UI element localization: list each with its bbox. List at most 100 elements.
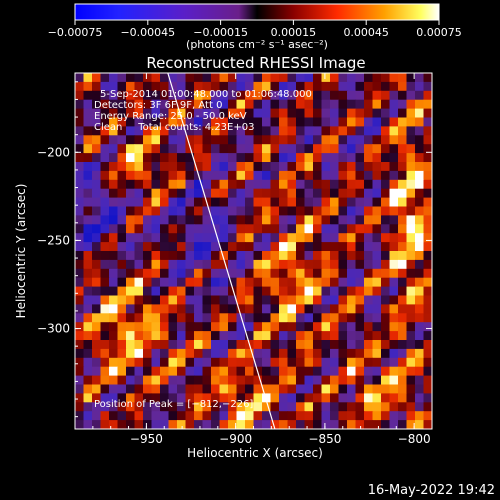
heatmap-pixel xyxy=(389,188,399,199)
heatmap-pixel xyxy=(194,162,204,172)
heatmap-pixel xyxy=(347,384,357,394)
heatmap-pixel xyxy=(304,340,314,350)
heatmap-pixel xyxy=(381,277,391,288)
heatmap-pixel xyxy=(109,375,119,386)
heatmap-pixel xyxy=(75,304,85,314)
heatmap-pixel xyxy=(389,170,399,181)
heatmap-pixel xyxy=(92,99,102,110)
heatmap-pixel xyxy=(126,375,136,386)
heatmap-pixel xyxy=(389,295,399,305)
heatmap-pixel xyxy=(168,322,178,332)
heatmap-pixel xyxy=(372,313,382,323)
heatmap-pixel xyxy=(92,233,102,243)
heatmap-pixel xyxy=(321,108,331,119)
heatmap-pixel xyxy=(355,73,365,83)
heatmap-pixel xyxy=(372,242,382,252)
heatmap-pixel xyxy=(151,170,161,181)
heatmap-pixel xyxy=(236,251,246,261)
heatmap-pixel xyxy=(194,402,204,412)
heatmap-pixel xyxy=(236,331,246,341)
heatmap-pixel xyxy=(381,393,391,403)
heatmap-pixel xyxy=(296,322,306,332)
heatmap-pixel xyxy=(75,179,85,190)
heatmap-pixel xyxy=(168,384,178,394)
heatmap-pixel xyxy=(228,153,238,163)
heatmap-pixel xyxy=(160,108,170,119)
heatmap-pixel xyxy=(109,144,119,154)
heatmap-pixel xyxy=(219,197,229,208)
heatmap-pixel xyxy=(228,393,238,403)
heatmap-pixel xyxy=(347,242,357,252)
heatmap-pixel xyxy=(398,188,408,199)
heatmap-pixel xyxy=(355,126,365,136)
heatmap-pixel xyxy=(287,304,297,314)
heatmap-pixel xyxy=(202,135,212,145)
heatmap-pixel xyxy=(406,224,416,234)
heatmap-pixel xyxy=(194,348,204,359)
heatmap-pixel xyxy=(126,188,136,199)
heatmap-pixel xyxy=(253,135,263,145)
heatmap-pixel xyxy=(126,259,136,270)
heatmap-pixel xyxy=(117,304,127,314)
heatmap-pixel xyxy=(381,322,391,332)
heatmap-pixel xyxy=(398,90,408,101)
heatmap-pixel xyxy=(109,153,119,163)
heatmap-pixel xyxy=(355,117,365,127)
heatmap-pixel xyxy=(253,81,263,92)
heatmap-pixel xyxy=(355,81,365,92)
heatmap-pixel xyxy=(287,268,297,279)
heatmap-pixel xyxy=(185,224,195,234)
heatmap-pixel xyxy=(313,126,323,136)
heatmap-pixel xyxy=(321,99,331,110)
heatmap-pixel xyxy=(270,277,280,288)
heatmap-pixel xyxy=(279,375,289,386)
heatmap-pixel xyxy=(296,179,306,190)
heatmap-pixel xyxy=(381,117,391,127)
heatmap-pixel xyxy=(270,90,280,101)
heatmap-pixel xyxy=(279,357,289,368)
heatmap-pixel xyxy=(262,295,272,305)
heatmap-pixel xyxy=(177,135,187,145)
heatmap-pixel xyxy=(330,73,340,83)
heatmap-pixel xyxy=(338,233,348,243)
heatmap-pixel xyxy=(185,331,195,341)
heatmap-pixel xyxy=(202,402,212,412)
heatmap-pixel xyxy=(168,215,178,225)
heatmap-image xyxy=(75,73,432,429)
heatmap-pixel xyxy=(372,224,382,234)
heatmap-pixel xyxy=(321,206,331,216)
heatmap-pixel xyxy=(330,286,340,297)
heatmap-pixel xyxy=(389,402,399,412)
heatmap-pixel xyxy=(92,259,102,270)
heatmap-pixel xyxy=(321,162,331,172)
heatmap-pixel xyxy=(185,393,195,403)
heatmap-pixel xyxy=(355,313,365,323)
heatmap-pixel xyxy=(262,73,272,83)
heatmap-pixel xyxy=(262,153,272,163)
heatmap-pixel xyxy=(423,108,432,119)
heatmap-pixel xyxy=(185,384,195,394)
heatmap-pixel xyxy=(287,286,297,297)
heatmap-pixel xyxy=(287,188,297,199)
heatmap-pixel xyxy=(151,357,161,368)
heatmap-pixel xyxy=(83,233,93,243)
heatmap-pixel xyxy=(109,73,119,83)
heatmap-pixel xyxy=(245,322,255,332)
heatmap-pixel xyxy=(151,153,161,163)
heatmap-pixel xyxy=(100,251,110,261)
heatmap-pixel xyxy=(330,188,340,199)
heatmap-pixel xyxy=(279,420,289,429)
heatmap-pixel xyxy=(313,313,323,323)
heatmap-pixel xyxy=(313,90,323,101)
heatmap-pixel xyxy=(381,144,391,154)
heatmap-pixel xyxy=(321,73,331,83)
heatmap-pixel xyxy=(372,286,382,297)
heatmap-pixel xyxy=(381,179,391,190)
heatmap-pixel xyxy=(236,277,246,288)
heatmap-pixel xyxy=(253,402,263,412)
heatmap-pixel xyxy=(296,242,306,252)
heatmap-pixel xyxy=(415,313,425,323)
heatmap-pixel xyxy=(92,411,102,421)
heatmap-pixel xyxy=(338,277,348,288)
heatmap-pixel xyxy=(194,286,204,297)
